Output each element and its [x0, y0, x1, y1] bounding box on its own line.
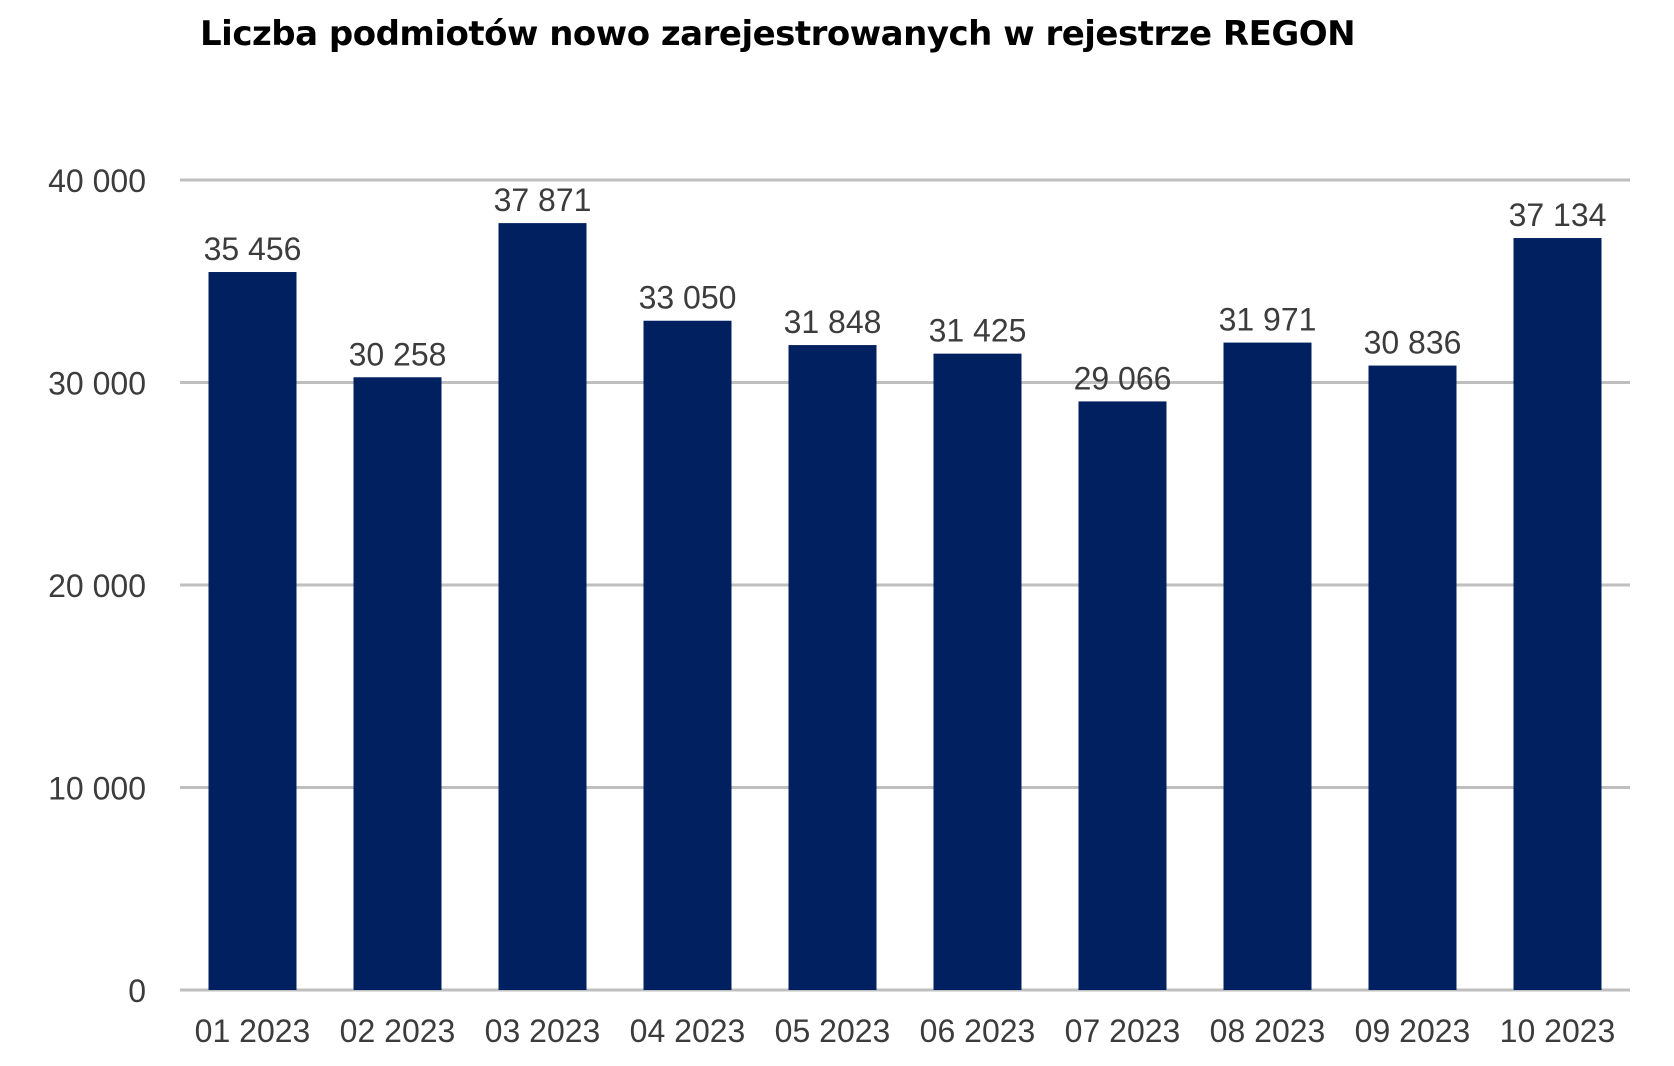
- bar: [1223, 342, 1312, 990]
- x-category-label: 08 2023: [1210, 1013, 1326, 1049]
- x-category-label: 01 2023: [195, 1013, 311, 1049]
- bar: [1513, 238, 1602, 990]
- y-tick-label: 40 000: [48, 163, 146, 199]
- data-label: 35 456: [204, 231, 302, 267]
- y-tick-label: 10 000: [48, 771, 146, 807]
- data-labels: 35 456 30 258 37 871 33 050 31 848 31 425 29 0…: [204, 182, 1607, 396]
- x-category-label: 06 2023: [920, 1013, 1036, 1049]
- x-category-label: 02 2023: [340, 1013, 456, 1049]
- y-axis-tick-labels: 0 10 000 20 000 30 000 40 000: [48, 163, 146, 1009]
- data-label: 37 134: [1509, 197, 1607, 233]
- data-label: 30 258: [349, 336, 447, 372]
- bar: [788, 345, 877, 990]
- y-tick-label: 0: [128, 973, 146, 1009]
- bar: [643, 320, 732, 990]
- bar: [1078, 401, 1167, 990]
- y-tick-label: 30 000: [48, 366, 146, 402]
- x-category-label: 03 2023: [485, 1013, 601, 1049]
- chart-title: Liczba podmiotów nowo zarejestrowanych w…: [200, 14, 1356, 54]
- x-category-label: 10 2023: [1500, 1013, 1616, 1049]
- x-category-label: 09 2023: [1355, 1013, 1471, 1049]
- data-label: 31 971: [1219, 302, 1317, 338]
- bar: [353, 377, 442, 990]
- bar: [208, 272, 297, 990]
- x-axis-category-labels: 01 2023 02 2023 03 2023 04 2023 05 2023 06 20…: [195, 1013, 1616, 1049]
- y-tick-label: 20 000: [48, 568, 146, 604]
- x-category-label: 07 2023: [1065, 1013, 1181, 1049]
- x-category-label: 04 2023: [630, 1013, 746, 1049]
- data-label: 33 050: [639, 280, 737, 316]
- x-category-label: 05 2023: [775, 1013, 891, 1049]
- bar: [933, 353, 1022, 990]
- data-label: 31 848: [784, 304, 882, 340]
- data-label: 31 425: [929, 313, 1027, 349]
- data-label: 30 836: [1364, 325, 1462, 361]
- bar: [498, 223, 587, 990]
- data-label: 37 871: [494, 182, 592, 218]
- bar: [1368, 365, 1457, 990]
- data-label: 29 066: [1074, 360, 1172, 396]
- bars: [208, 223, 1602, 990]
